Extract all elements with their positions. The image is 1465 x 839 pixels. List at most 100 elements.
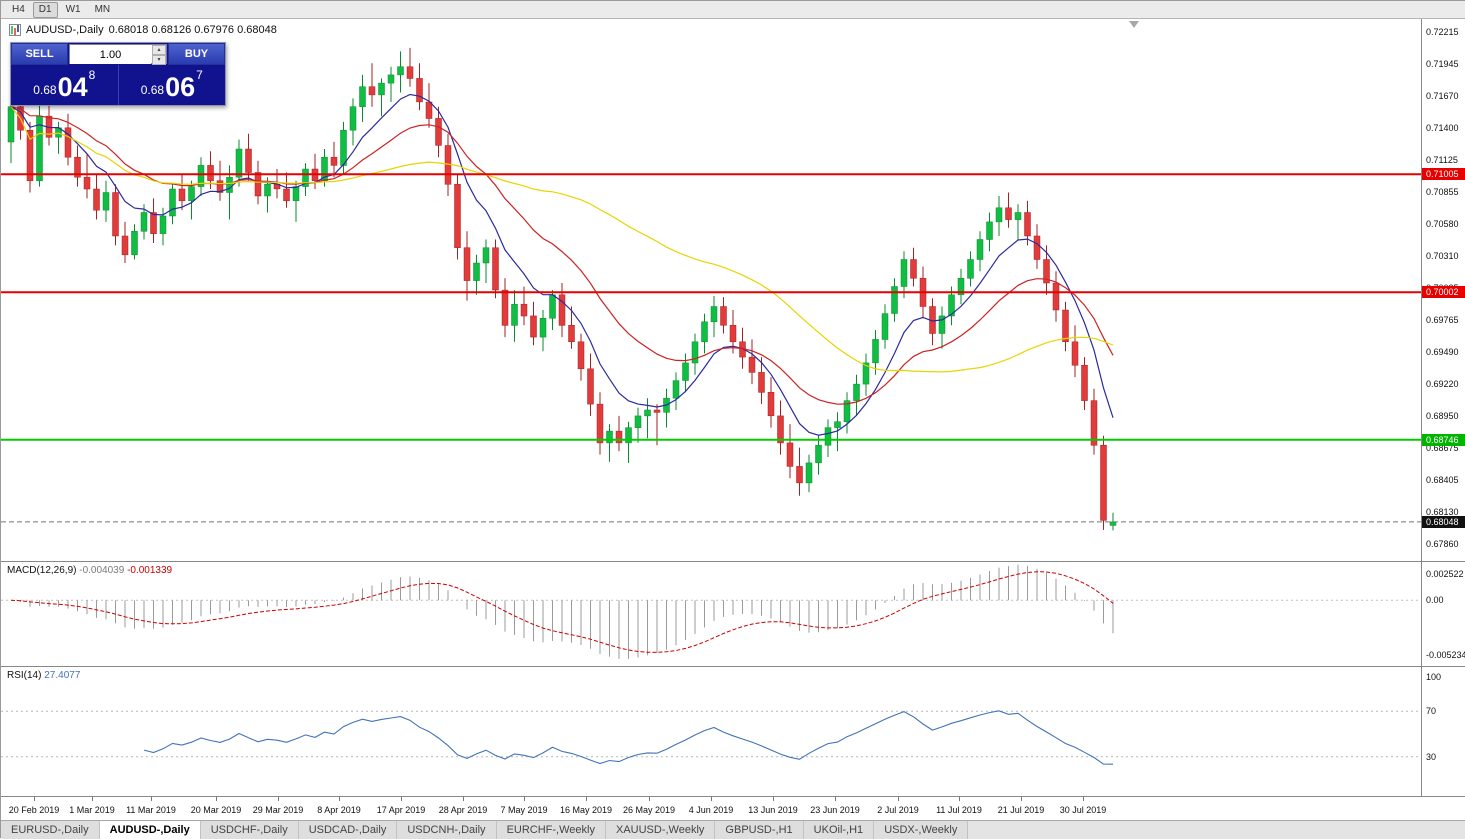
candle — [587, 353, 594, 416]
date-tick — [463, 797, 464, 801]
candle — [1052, 271, 1060, 322]
volume-increase-button[interactable]: ▴ — [152, 45, 166, 55]
date-axis[interactable]: 20 Feb 2019 1 Mar 2019 11 Mar 2019 20 Mar 2… — [1, 796, 1465, 820]
timeframe-button-w1[interactable]: W1 — [65, 3, 81, 15]
chart-tab-eurusd[interactable]: EURUSD-,Daily — [1, 821, 100, 839]
main-chart[interactable] — [1, 19, 1421, 561]
date-axis-label: 11 Mar 2019 — [126, 805, 176, 815]
candle — [359, 74, 366, 122]
chart-shift-marker[interactable] — [1129, 21, 1139, 28]
volume-box: ▴ ▾ — [69, 44, 167, 65]
candle — [406, 47, 414, 87]
date-tick — [773, 797, 774, 801]
candle — [55, 121, 62, 154]
timeframe-button-d1[interactable]: D1 — [32, 1, 58, 18]
candle — [1005, 192, 1012, 228]
price-axis-label: 0.68405 — [1426, 475, 1459, 485]
date-axis-label: 20 Mar 2019 — [190, 805, 242, 815]
macd-chart[interactable] — [1, 562, 1421, 667]
candle — [245, 133, 252, 181]
candle — [387, 66, 395, 102]
price-badge: 0.68048 — [1422, 516, 1465, 528]
candle — [710, 295, 718, 338]
macd-axis[interactable]: 0.002522 0.00 -0.005234 — [1421, 562, 1465, 667]
chart-tab-ukoil[interactable]: UKOil-,H1 — [803, 821, 875, 839]
candle — [302, 163, 309, 196]
date-axis-label: 30 Jul 2019 — [1059, 805, 1107, 815]
rsi-axis-label: 30 — [1426, 752, 1437, 762]
sell-price-sup: 8 — [88, 68, 96, 82]
candle — [216, 160, 224, 201]
candle — [197, 157, 205, 196]
date-tick — [586, 797, 587, 801]
candle — [938, 306, 946, 349]
date-axis-label: 23 Jun 2019 — [810, 805, 860, 815]
volume-decrease-button[interactable]: ▾ — [152, 55, 166, 65]
macd-main-value: -0.004039 — [79, 565, 125, 576]
candle — [501, 278, 509, 338]
date-axis-label: 28 Apr 2019 — [438, 805, 488, 815]
date-axis-label: 16 May 2019 — [559, 805, 613, 815]
candle — [1033, 224, 1041, 269]
candle — [634, 407, 642, 443]
price-axis[interactable]: 0.72215 0.71945 0.71670 0.71400 0.71125 0.708… — [1421, 19, 1465, 561]
rsi-value: 27.4077 — [44, 670, 81, 681]
chart-tab-usdcad[interactable]: USDCAD-,Daily — [298, 821, 398, 839]
candle — [625, 421, 632, 463]
sell-button[interactable]: SELL — [11, 43, 68, 65]
chart-tab-audusd[interactable]: AUDUSD-,Daily — [99, 821, 201, 839]
date-tick — [959, 797, 960, 801]
timeframe-button-h4[interactable]: H4 — [12, 3, 25, 15]
date-axis-label: 21 Jul 2019 — [997, 805, 1045, 815]
candle — [1043, 245, 1050, 295]
chart-title-ohlc: 0.68018 0.68126 0.67976 0.68048 — [108, 24, 277, 36]
date-tick — [835, 797, 836, 801]
chart-tab-eurchf[interactable]: EURCHF-,Weekly — [496, 821, 606, 839]
date-tick — [649, 797, 650, 801]
rsi-axis[interactable]: 100 70 30 — [1421, 667, 1465, 797]
price-axis-label: 0.68130 — [1426, 507, 1459, 517]
rsi-name: RSI(14) — [7, 670, 42, 681]
candle — [606, 424, 613, 462]
date-tick — [339, 797, 340, 801]
macd-label: MACD(12,26,9) -0.004039 -0.001339 — [7, 565, 172, 576]
chart-tab-usdchf[interactable]: USDCHF-,Daily — [200, 821, 299, 839]
buy-price-display[interactable]: 0.68 06 7 — [119, 65, 226, 105]
buy-button[interactable]: BUY — [168, 43, 225, 65]
candle — [796, 447, 803, 496]
chart-tab-usdx[interactable]: USDX-,Weekly — [874, 821, 969, 839]
timeframe-button-mn[interactable]: MN — [94, 3, 111, 15]
sell-price-base: 0.68 — [33, 83, 57, 97]
volume-input[interactable] — [70, 46, 151, 64]
price-axis-label: 0.69490 — [1426, 347, 1459, 357]
candle — [131, 224, 138, 260]
candle — [378, 78, 385, 117]
candle — [112, 184, 119, 246]
ma-line-20 — [10, 106, 1114, 405]
date-axis-label: 20 Feb 2019 — [8, 805, 60, 815]
candle — [492, 239, 499, 299]
candle — [691, 333, 699, 375]
candle — [159, 207, 167, 246]
candle — [368, 63, 376, 107]
candle — [178, 174, 186, 211]
candle — [539, 310, 547, 352]
date-axis-label: 13 Jun 2019 — [748, 805, 798, 815]
candle — [815, 435, 822, 475]
date-tick — [401, 797, 402, 801]
chart-icon — [9, 24, 21, 36]
candle — [235, 139, 243, 187]
candle — [644, 398, 651, 439]
chart-tab-usdcnh[interactable]: USDCNH-,Daily — [397, 821, 497, 839]
candle — [188, 180, 195, 220]
candle — [663, 388, 670, 428]
rsi-chart[interactable] — [1, 667, 1421, 797]
chart-tab-gbpusd[interactable]: GBPUSD-,H1 — [715, 821, 804, 839]
date-tick — [1083, 797, 1084, 801]
macd-name: MACD(12,26,9) — [7, 565, 77, 576]
candle — [976, 231, 984, 272]
macd-axis-label: -0.005234 — [1426, 650, 1465, 660]
sell-price-display[interactable]: 0.68 04 8 — [11, 65, 119, 105]
date-tick — [278, 797, 279, 801]
chart-tab-xauusd[interactable]: XAUUSD-,Weekly — [605, 821, 716, 839]
